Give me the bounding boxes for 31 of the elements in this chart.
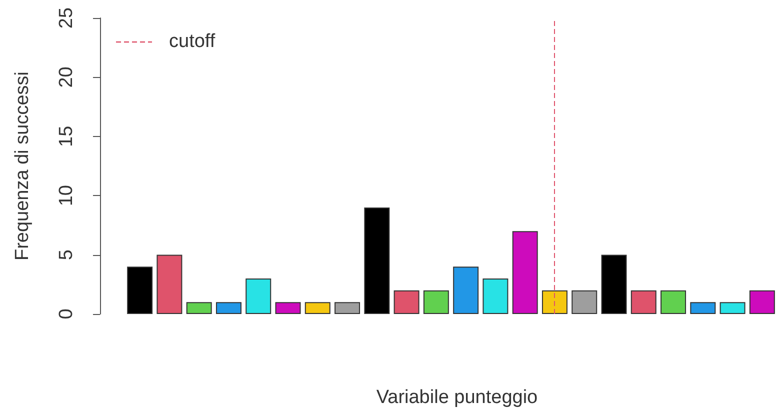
bar <box>127 266 153 314</box>
bar <box>542 290 568 314</box>
bar <box>720 302 746 314</box>
y-tick-label: 20 <box>56 66 77 88</box>
bar <box>630 290 656 314</box>
bar <box>334 302 360 314</box>
y-tick-label: 5 <box>56 250 77 260</box>
bar <box>186 302 212 314</box>
bar <box>304 302 330 314</box>
bar <box>156 254 182 314</box>
bar <box>601 254 627 314</box>
y-tick-label: 25 <box>56 7 77 29</box>
y-tick-label: 10 <box>56 185 77 206</box>
bar <box>216 302 242 314</box>
bar <box>394 290 420 314</box>
annotation: cutoff <box>169 31 216 53</box>
y-tick-label: 0 <box>56 308 77 320</box>
bar <box>423 290 449 314</box>
y-axis-title: Frequenza di successi <box>12 71 33 261</box>
x-axis-title: Variabile punteggio <box>376 387 538 408</box>
bar <box>660 290 686 314</box>
bar <box>690 302 716 314</box>
bar <box>482 278 508 314</box>
y-tick-label: 15 <box>56 126 77 147</box>
bar <box>749 290 775 314</box>
bar <box>364 207 390 314</box>
bar <box>453 266 479 314</box>
bar <box>512 231 538 314</box>
bar <box>572 290 598 314</box>
bar <box>246 278 272 314</box>
bar <box>275 302 301 314</box>
